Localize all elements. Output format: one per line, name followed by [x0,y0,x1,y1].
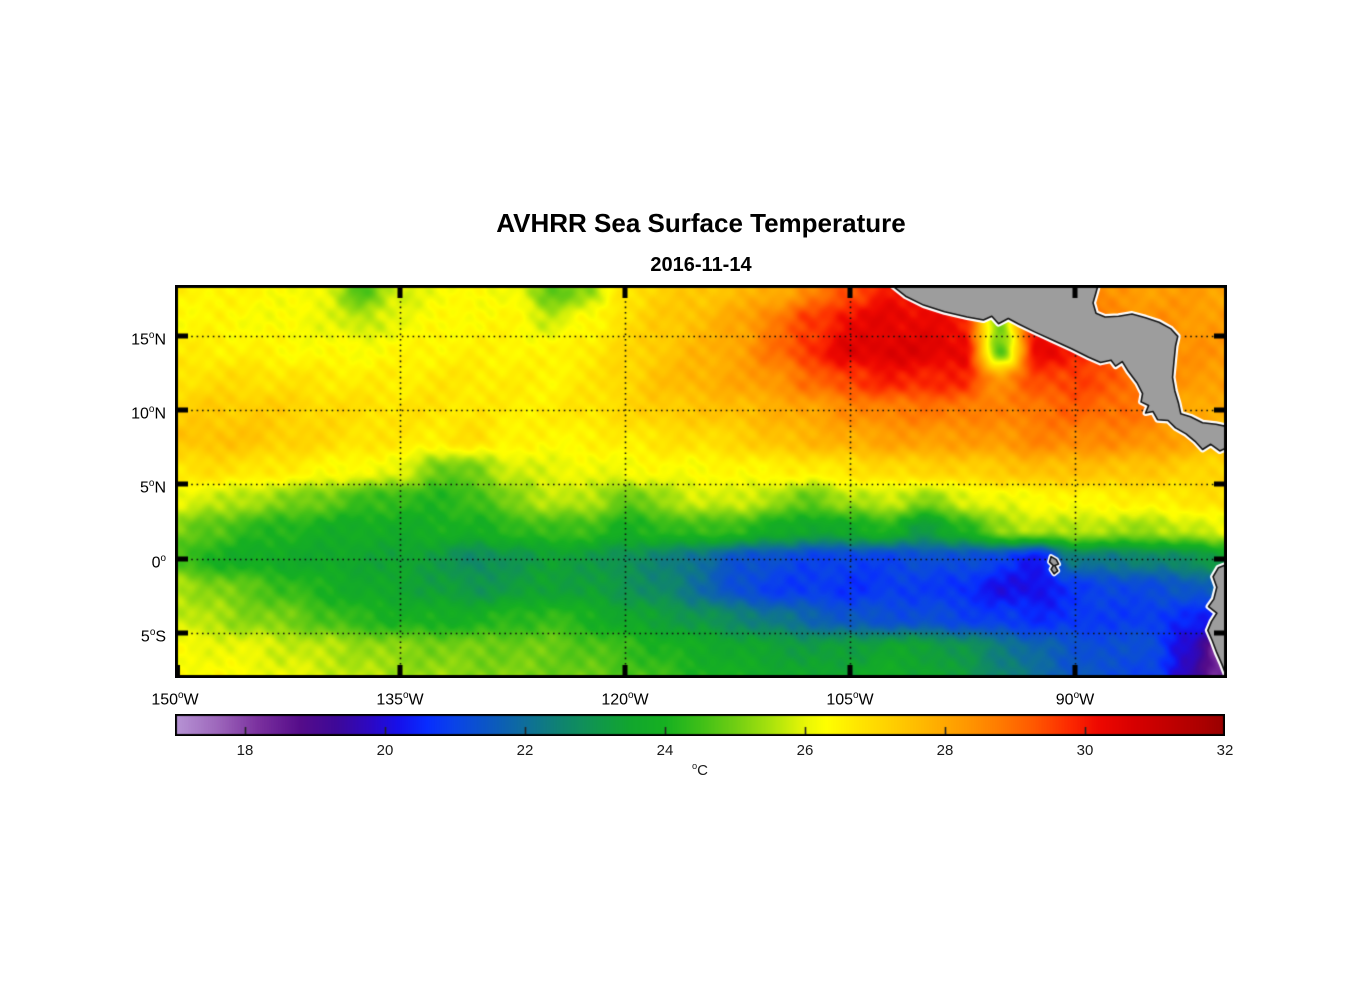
x-tick-label: 105oW [826,690,874,709]
y-tick-label: 0o [151,553,166,572]
colorbar-tick-label: 26 [796,742,814,759]
degree-symbol: o [628,690,634,701]
y-tick-label: 5oS [140,627,166,646]
x-tick-label: 150oW [151,690,199,709]
page-title: AVHRR Sea Surface Temperature [496,208,906,238]
degree-symbol: o [149,627,156,638]
degree-symbol: o [148,478,155,489]
degree-symbol: o [148,404,155,415]
sst-map-canvas [175,285,1227,678]
colorbar-tick-label: 32 [1216,742,1234,759]
colorbar-unit-label: oC [691,761,708,779]
degree-symbol: o [691,761,698,771]
colorbar-tick-label: 24 [656,742,674,759]
y-tick-label: 10oN [131,404,166,423]
colorbar-tick-label: 30 [1076,742,1094,759]
colorbar-canvas [175,714,1225,736]
x-tick-label: 120oW [601,690,649,709]
colorbar-tick-label: 28 [936,742,954,759]
date-subtitle: 2016-11-14 [650,254,752,276]
degree-symbol: o [148,330,155,341]
degree-symbol: o [160,553,166,564]
x-tick-label: 135oW [376,690,424,709]
y-tick-label: 15oN [131,330,166,349]
degree-symbol: o [178,690,184,701]
degree-symbol: o [403,690,409,701]
x-tick-label: 90oW [1055,690,1095,709]
degree-symbol: o [1073,690,1080,701]
y-tick-label: 5oN [140,478,166,497]
colorbar-tick-label: 18 [236,742,254,759]
degree-symbol: o [853,690,859,701]
colorbar-tick-label: 20 [376,742,394,759]
colorbar-tick-label: 22 [516,742,534,759]
